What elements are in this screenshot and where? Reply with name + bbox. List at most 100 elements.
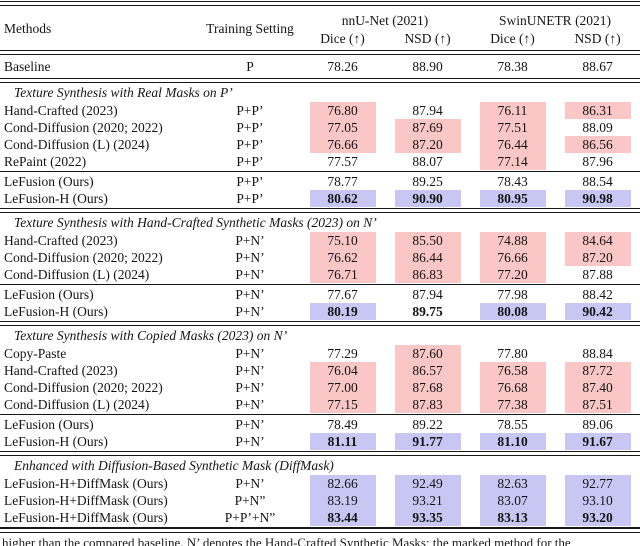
table-row: LeFusion-H+DiffMask (Ours) P+P’+N” 83.44 93… [0, 509, 640, 526]
metric-value: 93.35 [394, 509, 461, 526]
value-cell: 78.77 [300, 173, 385, 190]
table-row: Hand-Crafted (2023) P+N’ 75.10 85.50 74.88 84… [0, 232, 640, 249]
metric-value: 92.49 [394, 475, 461, 492]
section-title: Texture Synthesis with Real Masks on P’ [14, 85, 233, 100]
metric-value: 83.19 [309, 492, 376, 509]
value-cell: 83.19 [300, 492, 385, 509]
col-group-swinunetr: SwinUNETR (2021) [498, 13, 612, 28]
metric-value: 78.77 [327, 174, 358, 189]
value-cell: 75.10 [300, 232, 385, 249]
col-group-nnunet: nnU-Net (2021) [341, 13, 429, 28]
value-cell: 77.38 [470, 396, 555, 413]
table-row: Cond-Diffusion (L) (2024) P+P’ 76.66 87.20 7… [0, 136, 640, 153]
value-cell: 89.25 [385, 173, 470, 190]
training-setting-cell: P+N’ [235, 286, 265, 302]
value-cell: 89.75 [385, 303, 470, 320]
value-cell: 83.07 [470, 492, 555, 509]
metric-value: 77.80 [497, 346, 528, 361]
value-cell: 76.62 [300, 249, 385, 266]
rule-header-double [0, 50, 640, 55]
table-row: Cond-Diffusion (2020; 2022) P+P’ 77.05 87.6… [0, 119, 640, 136]
value-cell: 83.44 [300, 509, 385, 526]
metric-value: 76.62 [309, 249, 376, 266]
value-cell: 92.77 [555, 475, 640, 492]
metric-value: 87.94 [412, 103, 443, 118]
value-cell: 93.35 [385, 509, 470, 526]
results-table-body: Baseline P 78.26 88.90 78.38 88.67 Texture Syn… [0, 56, 640, 533]
metric-value: 86.31 [564, 102, 631, 119]
table-row: LeFusion-H+DiffMask (Ours) P+N” 83.19 93.21… [0, 492, 640, 509]
method-cell: Cond-Diffusion (2020; 2022) [4, 379, 163, 395]
value-cell: 76.66 [470, 249, 555, 266]
method-cell: LeFusion-H (Ours) [4, 433, 108, 449]
metric-value: 76.66 [479, 249, 546, 266]
metric-value: 91.67 [564, 433, 631, 450]
metric-value: 86.83 [394, 266, 461, 283]
section-title: Texture Synthesis with Copied Masks (202… [14, 328, 288, 343]
training-setting-cell: P+P’ [236, 173, 264, 189]
metric-value: 76.71 [309, 266, 376, 283]
col-header-swinunetr-nsd: NSD (↑) [574, 31, 621, 46]
table-row: LeFusion (Ours) P+N’ 77.67 87.94 77.98 88.42 [0, 286, 640, 303]
metric-value: 93.10 [564, 492, 631, 509]
metric-value: 91.77 [394, 433, 461, 450]
metric-value: 78.26 [327, 59, 358, 74]
metric-value: 77.00 [309, 379, 376, 396]
value-cell: 77.20 [470, 266, 555, 283]
metric-value: 80.62 [309, 190, 376, 207]
metric-value: 77.29 [327, 346, 358, 361]
metric-value: 77.38 [479, 396, 546, 413]
table-row: LeFusion (Ours) P+P’ 78.77 89.25 78.43 88.54 [0, 173, 640, 190]
value-cell: 87.94 [385, 286, 470, 303]
value-cell: 83.13 [470, 509, 555, 526]
metric-value: 92.77 [564, 475, 631, 492]
metric-value: 76.04 [309, 362, 376, 379]
value-cell: 87.88 [555, 266, 640, 283]
value-cell: 90.42 [555, 303, 640, 320]
training-setting-cell: P+N’ [235, 249, 265, 265]
value-cell: 86.83 [385, 266, 470, 283]
value-cell: 82.63 [470, 475, 555, 492]
value-cell: 88.07 [385, 153, 470, 170]
metric-column-groups: nnU-Net (2021) SwinUNETR (2021) Dice (↑)… [300, 11, 640, 47]
method-cell: RePaint (2022) [4, 153, 87, 169]
value-cell: 77.00 [300, 379, 385, 396]
method-cell: Hand-Crafted (2023) [4, 362, 118, 378]
training-setting-cell: P+N’ [235, 345, 265, 361]
metric-value: 89.75 [412, 304, 443, 319]
value-cell: 81.11 [300, 433, 385, 450]
metric-value: 87.40 [564, 379, 631, 396]
method-cell: LeFusion-H (Ours) [4, 303, 108, 319]
value-cell: 76.66 [300, 136, 385, 153]
value-cell: 78.38 [470, 58, 555, 75]
table-row: LeFusion-H (Ours) P+N’ 81.11 91.77 81.10 91.6… [0, 433, 640, 450]
rule-single [0, 414, 640, 416]
subheader-row: Dice (↑) NSD (↑) Dice (↑) NSD (↑) [300, 30, 640, 47]
metric-value: 87.96 [582, 154, 613, 169]
value-cell: 87.69 [385, 119, 470, 136]
metric-value: 88.90 [412, 59, 443, 74]
metric-value: 83.44 [309, 509, 376, 526]
training-setting-cell: P [246, 58, 254, 74]
value-cell: 78.49 [300, 416, 385, 433]
metric-value: 89.25 [412, 174, 443, 189]
metric-value: 78.38 [497, 59, 528, 74]
col-header-nnunet-nsd: NSD (↑) [404, 31, 451, 46]
metric-value: 76.66 [309, 136, 376, 153]
value-cell: 80.95 [470, 190, 555, 207]
table-caption-clipped: higher than the compared baseline. N’ de… [2, 535, 571, 546]
rule-double [0, 321, 640, 326]
metric-value: 77.98 [497, 287, 528, 302]
value-cell: 89.06 [555, 416, 640, 433]
training-setting-cell: P+P’ [236, 102, 264, 118]
metric-value: 90.90 [394, 190, 461, 207]
method-cell: Hand-Crafted (2023) [4, 102, 118, 118]
metric-value: 77.67 [327, 287, 358, 302]
value-cell: 86.31 [555, 102, 640, 119]
value-cell: 87.83 [385, 396, 470, 413]
table-row: Cond-Diffusion (L) (2024) P+N’ 77.15 87.83 7… [0, 396, 640, 413]
metric-value: 90.98 [564, 190, 631, 207]
metric-value: 90.42 [564, 303, 631, 320]
table-row: LeFusion-H (Ours) P+P’ 80.62 90.90 80.95 90.9… [0, 190, 640, 207]
